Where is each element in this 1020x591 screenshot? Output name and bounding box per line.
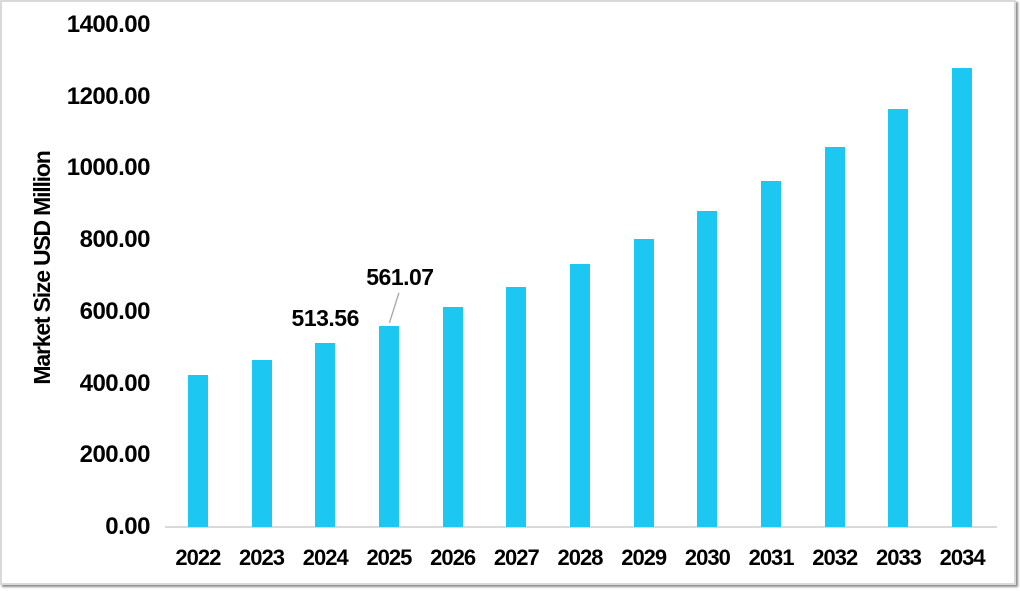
x-tick-label: 2033 (875, 545, 922, 570)
bar-2026 (442, 306, 463, 527)
y-tick-label: 1000.00 (66, 154, 151, 182)
bar-2029 (633, 239, 654, 527)
x-axis-line (165, 526, 997, 528)
x-tick-label: 2022 (175, 545, 221, 570)
y-tick-label: 400.00 (79, 369, 151, 397)
data-label-2025: 561.07 (366, 263, 434, 290)
x-tick-label: 2030 (684, 545, 731, 570)
x-tick-label: 2024 (302, 545, 349, 570)
bar-2033 (888, 108, 909, 527)
bar-2025 (378, 325, 399, 527)
bar-2023 (251, 359, 272, 527)
x-tick-label: 2031 (748, 545, 795, 570)
y-tick-label: 800.00 (79, 226, 151, 254)
bar-2032 (824, 146, 845, 527)
y-tick-label: 0.00 (105, 513, 150, 540)
y-tick-label: 200.00 (79, 441, 151, 469)
bar-2027 (506, 286, 527, 527)
x-tick-label: 2027 (493, 545, 540, 570)
y-tick-label: 1400.00 (66, 11, 151, 38)
bar-2030 (697, 210, 718, 527)
bar-2022 (187, 374, 208, 527)
x-tick-label: 2026 (430, 545, 476, 570)
x-tick-label: 2023 (239, 545, 285, 570)
x-tick-label: 2034 (939, 545, 986, 570)
bar-2031 (761, 180, 782, 527)
y-tick-label: 600.00 (79, 297, 151, 325)
leader-line (388, 292, 400, 324)
bar-2034 (952, 68, 973, 527)
x-tick-label: 2025 (366, 545, 412, 570)
x-tick-label: 2032 (812, 545, 858, 570)
bar-2024 (315, 342, 336, 527)
y-tick-label: 1200.00 (66, 82, 151, 110)
x-tick-label: 2028 (557, 545, 604, 570)
data-label-2024: 513.56 (291, 304, 360, 331)
x-tick-label: 2029 (621, 545, 667, 570)
bar-2028 (570, 264, 590, 527)
